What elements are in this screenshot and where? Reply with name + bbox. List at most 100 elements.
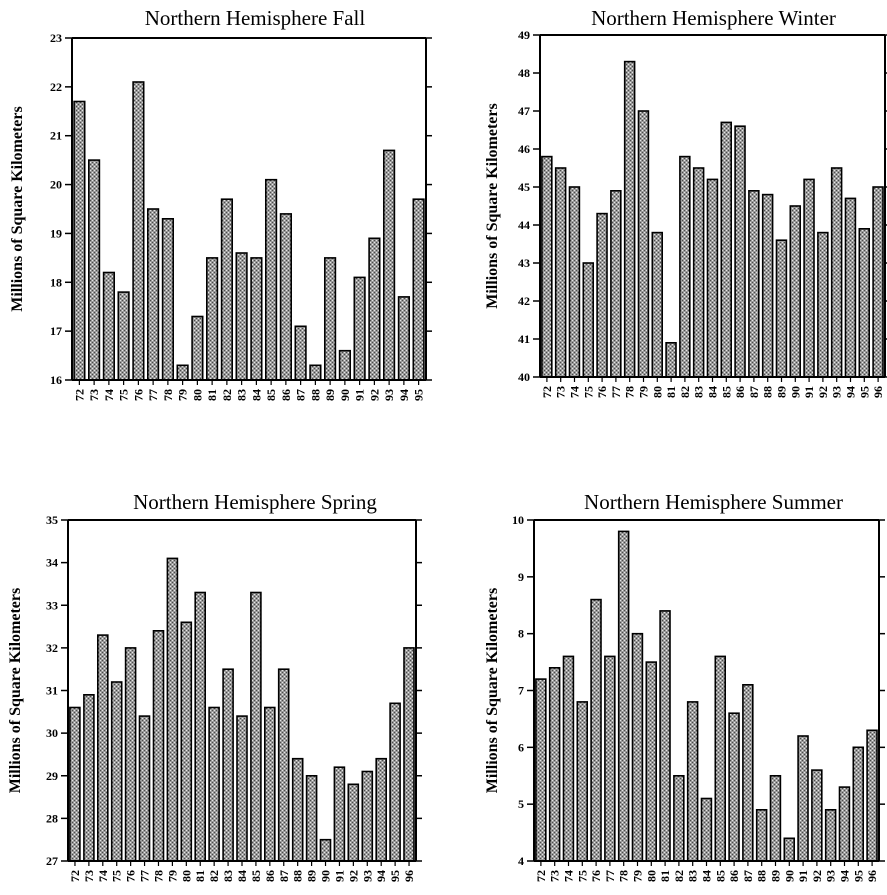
x-tick-label: 75	[575, 870, 589, 882]
bar	[176, 364, 189, 381]
y-tick-label: 17	[50, 324, 62, 338]
y-tick-label: 41	[518, 332, 530, 346]
y-tick-label: 42	[518, 294, 530, 308]
y-axis-label: Millions of Square Kilometers	[484, 103, 501, 308]
y-tick-label: 28	[46, 811, 58, 825]
x-tick-label: 91	[332, 870, 346, 882]
x-tick-label: 74	[102, 389, 116, 401]
y-tick-label: 23	[50, 31, 62, 45]
y-tick-label: 49	[518, 28, 530, 42]
x-tick-label: 79	[176, 389, 190, 401]
bar	[132, 81, 145, 381]
x-tick-label: 95	[857, 386, 871, 398]
bar	[548, 667, 561, 862]
x-tick-label: 74	[96, 870, 110, 882]
x-tick-label: 77	[146, 389, 160, 401]
y-tick-label: 9	[518, 570, 524, 584]
bar	[610, 190, 622, 378]
chart-title: Northern Hemisphere Summer	[584, 490, 843, 514]
bar	[338, 349, 352, 381]
y-tick-label: 29	[46, 769, 58, 783]
x-tick-label: 82	[672, 870, 686, 882]
bar	[659, 610, 671, 862]
x-tick-label: 79	[631, 870, 645, 882]
bar	[403, 647, 415, 862]
x-tick-label: 73	[554, 386, 568, 398]
bar	[152, 630, 165, 862]
x-tick-label: 81	[664, 386, 678, 398]
x-tick-label: 78	[623, 386, 637, 398]
bar	[679, 155, 691, 378]
y-tick-label: 19	[50, 226, 62, 240]
bar	[323, 257, 337, 381]
x-tick-label: 85	[719, 386, 733, 398]
x-tick-label: 79	[165, 870, 179, 882]
x-tick-label: 83	[221, 870, 235, 882]
x-tick-label: 95	[412, 389, 426, 401]
bar	[124, 647, 137, 862]
bar	[700, 797, 713, 862]
bar	[604, 655, 616, 862]
x-tick-label: 88	[755, 870, 769, 882]
bar	[333, 766, 346, 862]
x-tick-label: 76	[124, 870, 138, 882]
bar	[222, 668, 234, 862]
bar	[277, 668, 290, 862]
bar	[714, 655, 726, 862]
x-tick-label: 75	[110, 870, 124, 882]
y-tick-label: 35	[46, 513, 58, 527]
x-tick-label: 93	[382, 389, 396, 401]
bar	[775, 239, 788, 378]
bar	[206, 257, 219, 381]
x-tick-label: 96	[865, 870, 879, 882]
x-tick-label: 76	[131, 389, 145, 401]
x-tick-label: 85	[264, 389, 278, 401]
bar	[651, 231, 664, 378]
x-tick-label: 94	[397, 389, 411, 401]
bar	[305, 774, 318, 862]
bar	[576, 701, 589, 862]
bar	[838, 786, 851, 862]
bar	[166, 557, 179, 862]
x-tick-label: 72	[72, 389, 86, 401]
bar	[69, 706, 81, 862]
y-axis-label: Millions of Square Kilometers	[484, 588, 501, 793]
bar	[397, 296, 411, 381]
bar	[208, 706, 220, 862]
x-tick-label: 73	[82, 870, 96, 882]
chart-winter: Northern Hemisphere Winter 40 41 42 43 44 45 4…	[440, 0, 887, 420]
x-tick-label: 86	[727, 870, 741, 882]
bar	[637, 110, 650, 378]
y-tick-label: 43	[518, 256, 530, 270]
x-tick-label: 94	[844, 386, 858, 398]
bar	[180, 621, 193, 862]
y-axis-label: Millions of Square Kilometers	[9, 106, 26, 311]
x-tick-label: 89	[305, 870, 319, 882]
x-tick-label: 84	[235, 870, 249, 882]
bar	[728, 712, 740, 862]
bar	[309, 364, 322, 381]
bar	[748, 190, 760, 378]
x-tick-label: 81	[193, 870, 207, 882]
x-tick-label: 80	[650, 386, 664, 398]
bar	[263, 706, 276, 862]
y-tick-label: 20	[50, 178, 62, 192]
y-tick-label: 10	[512, 513, 524, 527]
bar	[866, 729, 878, 862]
x-tick-label: 91	[353, 389, 367, 401]
x-tick-label: 89	[775, 386, 789, 398]
x-tick-label: 82	[678, 386, 692, 398]
x-tick-label: 83	[686, 870, 700, 882]
x-tick-label: 90	[319, 870, 333, 882]
bar	[382, 149, 396, 381]
bar	[797, 735, 809, 862]
x-tick-label: 83	[692, 386, 706, 398]
x-tick-label: 90	[338, 389, 352, 401]
bar	[568, 186, 581, 378]
bar	[858, 228, 870, 378]
x-tick-label: 91	[796, 870, 810, 882]
bar	[319, 838, 332, 862]
bar	[623, 60, 636, 378]
x-tick-label: 72	[534, 870, 548, 882]
x-tick-label: 96	[871, 386, 885, 398]
